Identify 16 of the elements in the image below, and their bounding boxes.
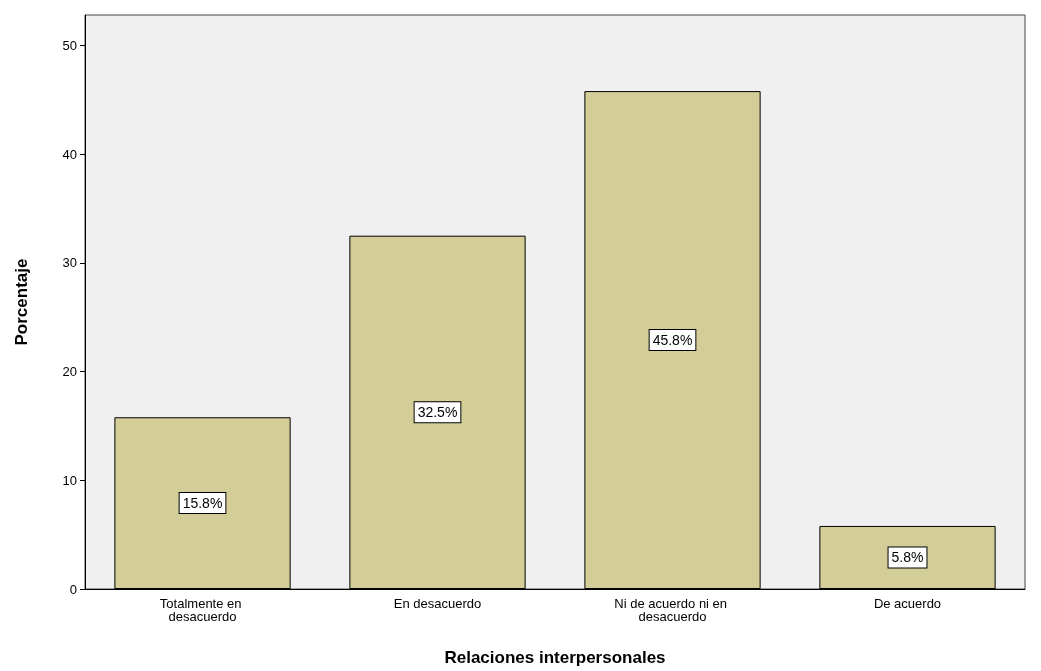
x-tick-label: De acuerdo — [873, 596, 942, 611]
y-axis-title: Porcentaje — [12, 258, 31, 346]
x-tick-label: Ni de acuerdo ni en desacuerdo — [614, 596, 731, 624]
y-tick-label: 40 — [62, 146, 77, 162]
data-label: 5.8% — [891, 549, 924, 566]
y-tick-label: 30 — [62, 255, 77, 271]
y-tick-label: 20 — [62, 364, 77, 380]
data-label: 45.8% — [652, 332, 693, 349]
data-label: 32.5% — [417, 404, 458, 421]
y-tick-label: 50 — [62, 37, 77, 53]
y-tick-label: 10 — [62, 472, 77, 488]
x-axis-title: Relaciones interpersonales — [444, 648, 666, 667]
data-label: 15.8% — [182, 495, 223, 512]
y-tick-label: 0 — [69, 581, 77, 597]
x-tick-label: Totalmente en desacuerdo — [159, 596, 246, 624]
x-tick-label: En desacuerdo — [393, 596, 482, 611]
